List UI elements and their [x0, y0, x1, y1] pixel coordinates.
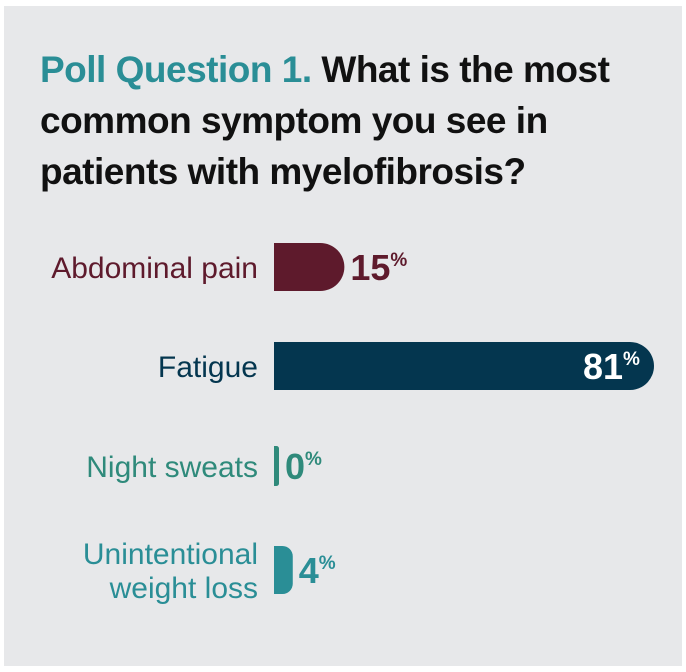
category-label-unintentional-weight-loss: Unintentional weight loss: [83, 538, 258, 605]
value-label-abdominal-pain: 15%: [350, 247, 407, 288]
bar-night-sweats: [274, 446, 279, 486]
value-label-night-sweats: 0%: [285, 446, 322, 487]
bar-unintentional-weight-loss: [274, 546, 293, 594]
poll-title: Poll Question 1. What is the most common…: [40, 44, 660, 197]
value-label-fatigue: 81%: [583, 346, 640, 387]
category-label-abdominal-pain: Abdominal pain: [51, 252, 258, 285]
poll-question: What is the most common symptom you see …: [40, 49, 610, 192]
category-label-night-sweats: Night sweats: [86, 451, 258, 484]
poll-card: [4, 6, 682, 666]
value-label-unintentional-weight-loss: 4%: [299, 550, 336, 591]
poll-label: Poll Question 1.: [40, 49, 312, 90]
category-label-fatigue: Fatigue: [158, 351, 258, 384]
bar-fatigue: [274, 342, 654, 390]
bar-abdominal-pain: [274, 243, 345, 291]
